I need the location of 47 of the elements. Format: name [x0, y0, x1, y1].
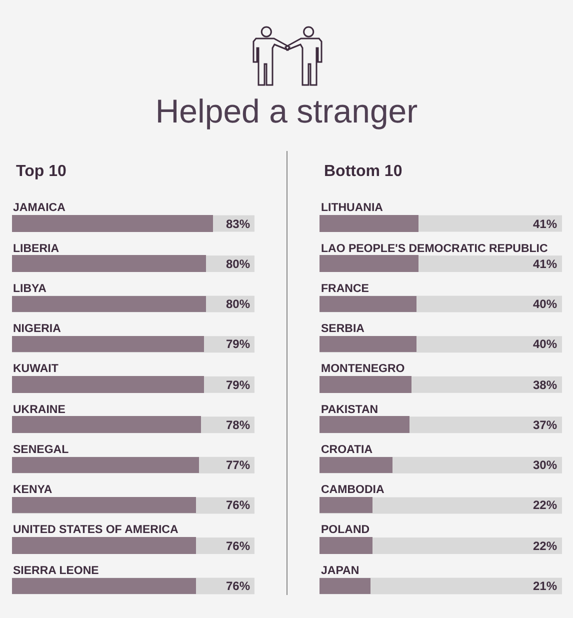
- data-label: 76%: [226, 539, 250, 553]
- y-tick-label: KUWAIT: [13, 363, 58, 375]
- y-tick-label: LAO PEOPLE'S DEMOCRATIC REPUBLIC: [321, 243, 548, 255]
- data-label: 22%: [533, 539, 558, 553]
- chart-subtitle: Top 10: [16, 163, 66, 180]
- y-tick-label: PAKISTAN: [321, 404, 378, 416]
- y-tick-label: SERBIA: [321, 323, 364, 335]
- data-label: 37%: [533, 418, 558, 432]
- data-label: 41%: [533, 217, 558, 231]
- data-label: 77%: [226, 458, 250, 472]
- data-label: 80%: [226, 297, 250, 311]
- y-tick-label: JAMAICA: [13, 202, 66, 214]
- y-tick-label: NIGERIA: [13, 323, 61, 335]
- y-tick-label: FRANCE: [321, 283, 370, 295]
- bar: [320, 457, 392, 474]
- data-label: 79%: [226, 378, 250, 392]
- data-label: 38%: [533, 378, 558, 392]
- data-label: 22%: [533, 498, 558, 512]
- data-label: 78%: [226, 418, 250, 432]
- y-tick-label: MONTENEGRO: [321, 363, 405, 375]
- data-label: 41%: [533, 257, 558, 271]
- y-tick-label: LITHUANIA: [321, 202, 383, 214]
- y-tick-label: CAMBODIA: [321, 484, 384, 496]
- y-tick-label: CROATIA: [321, 444, 373, 456]
- y-tick-label: UNITED STATES OF AMERICA: [13, 524, 178, 536]
- data-label: 40%: [533, 337, 558, 351]
- bar: [320, 578, 370, 594]
- y-tick-label: SENEGAL: [13, 444, 69, 456]
- y-tick-label: LIBERIA: [13, 243, 59, 255]
- y-tick-label: JAPAN: [321, 565, 360, 577]
- y-tick-label: LIBYA: [13, 283, 46, 295]
- y-tick-label: SIERRA LEONE: [13, 565, 100, 577]
- chart-title: Helped a stranger: [155, 92, 418, 130]
- data-label: 40%: [533, 297, 558, 311]
- data-label: 21%: [533, 579, 558, 593]
- data-label: 79%: [226, 337, 250, 351]
- data-label: 80%: [226, 257, 250, 271]
- y-tick-label: UKRAINE: [13, 404, 66, 416]
- data-label: 83%: [226, 217, 250, 231]
- bar: [320, 497, 372, 514]
- y-tick-label: POLAND: [321, 524, 370, 536]
- y-tick-label: KENYA: [13, 484, 52, 496]
- data-label: 30%: [533, 458, 558, 472]
- data-label: 76%: [226, 579, 250, 593]
- chart-subtitle: Bottom 10: [324, 163, 402, 180]
- bar: [320, 537, 372, 554]
- data-label: 76%: [226, 498, 250, 512]
